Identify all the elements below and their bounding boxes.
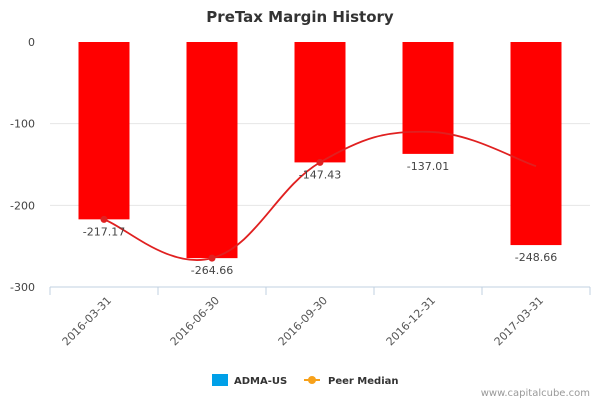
y-tick-label: -200 bbox=[10, 199, 35, 212]
legend-swatch-adma bbox=[212, 374, 228, 386]
y-tick-label: -100 bbox=[10, 118, 35, 131]
bar-2016-12-31 bbox=[402, 42, 454, 154]
peer-median-line bbox=[103, 130, 537, 261]
legend-marker-peer bbox=[308, 376, 316, 384]
bar-2017-03-31 bbox=[510, 42, 562, 246]
legend-label-peer: Peer Median bbox=[328, 376, 399, 387]
y-tick-label: 0 bbox=[28, 36, 35, 49]
bar-series bbox=[78, 42, 562, 259]
data-labels: -217.17 -264.66 -147.43 -137.01 -248.66 bbox=[83, 160, 557, 277]
peer-median-point bbox=[100, 215, 108, 223]
bar-2016-09-30 bbox=[294, 42, 346, 163]
peer-median-point bbox=[208, 254, 216, 262]
x-tick-label: 2016-03-31 bbox=[60, 294, 114, 348]
peer-median-point bbox=[316, 158, 324, 166]
data-label: -147.43 bbox=[299, 168, 341, 181]
data-label: -264.66 bbox=[191, 264, 233, 277]
legend-label-adma: ADMA-US bbox=[234, 376, 287, 387]
bar-2016-03-31 bbox=[78, 42, 130, 220]
y-axis-ticks: 0 -100 -200 -300 bbox=[10, 36, 35, 294]
data-label: -217.17 bbox=[83, 225, 125, 238]
data-label: -137.01 bbox=[407, 160, 449, 173]
peer-median-points bbox=[100, 158, 324, 262]
x-tick-label: 2017-03-31 bbox=[492, 294, 546, 348]
x-tick-label: 2016-12-31 bbox=[384, 294, 438, 348]
legend: ADMA-US Peer Median bbox=[212, 374, 399, 387]
credit-text: www.capitalcube.com bbox=[481, 388, 590, 399]
bar-2016-06-30 bbox=[186, 42, 238, 259]
chart-title: PreTax Margin History bbox=[206, 8, 394, 26]
x-axis-ticks: 2016-03-31 2016-06-30 2016-09-30 2016-12-31… bbox=[49, 287, 591, 348]
y-tick-label: -300 bbox=[10, 281, 35, 294]
data-label: -248.66 bbox=[515, 251, 557, 264]
x-tick-label: 2016-06-30 bbox=[168, 294, 222, 348]
x-tick-label: 2016-09-30 bbox=[276, 294, 330, 348]
